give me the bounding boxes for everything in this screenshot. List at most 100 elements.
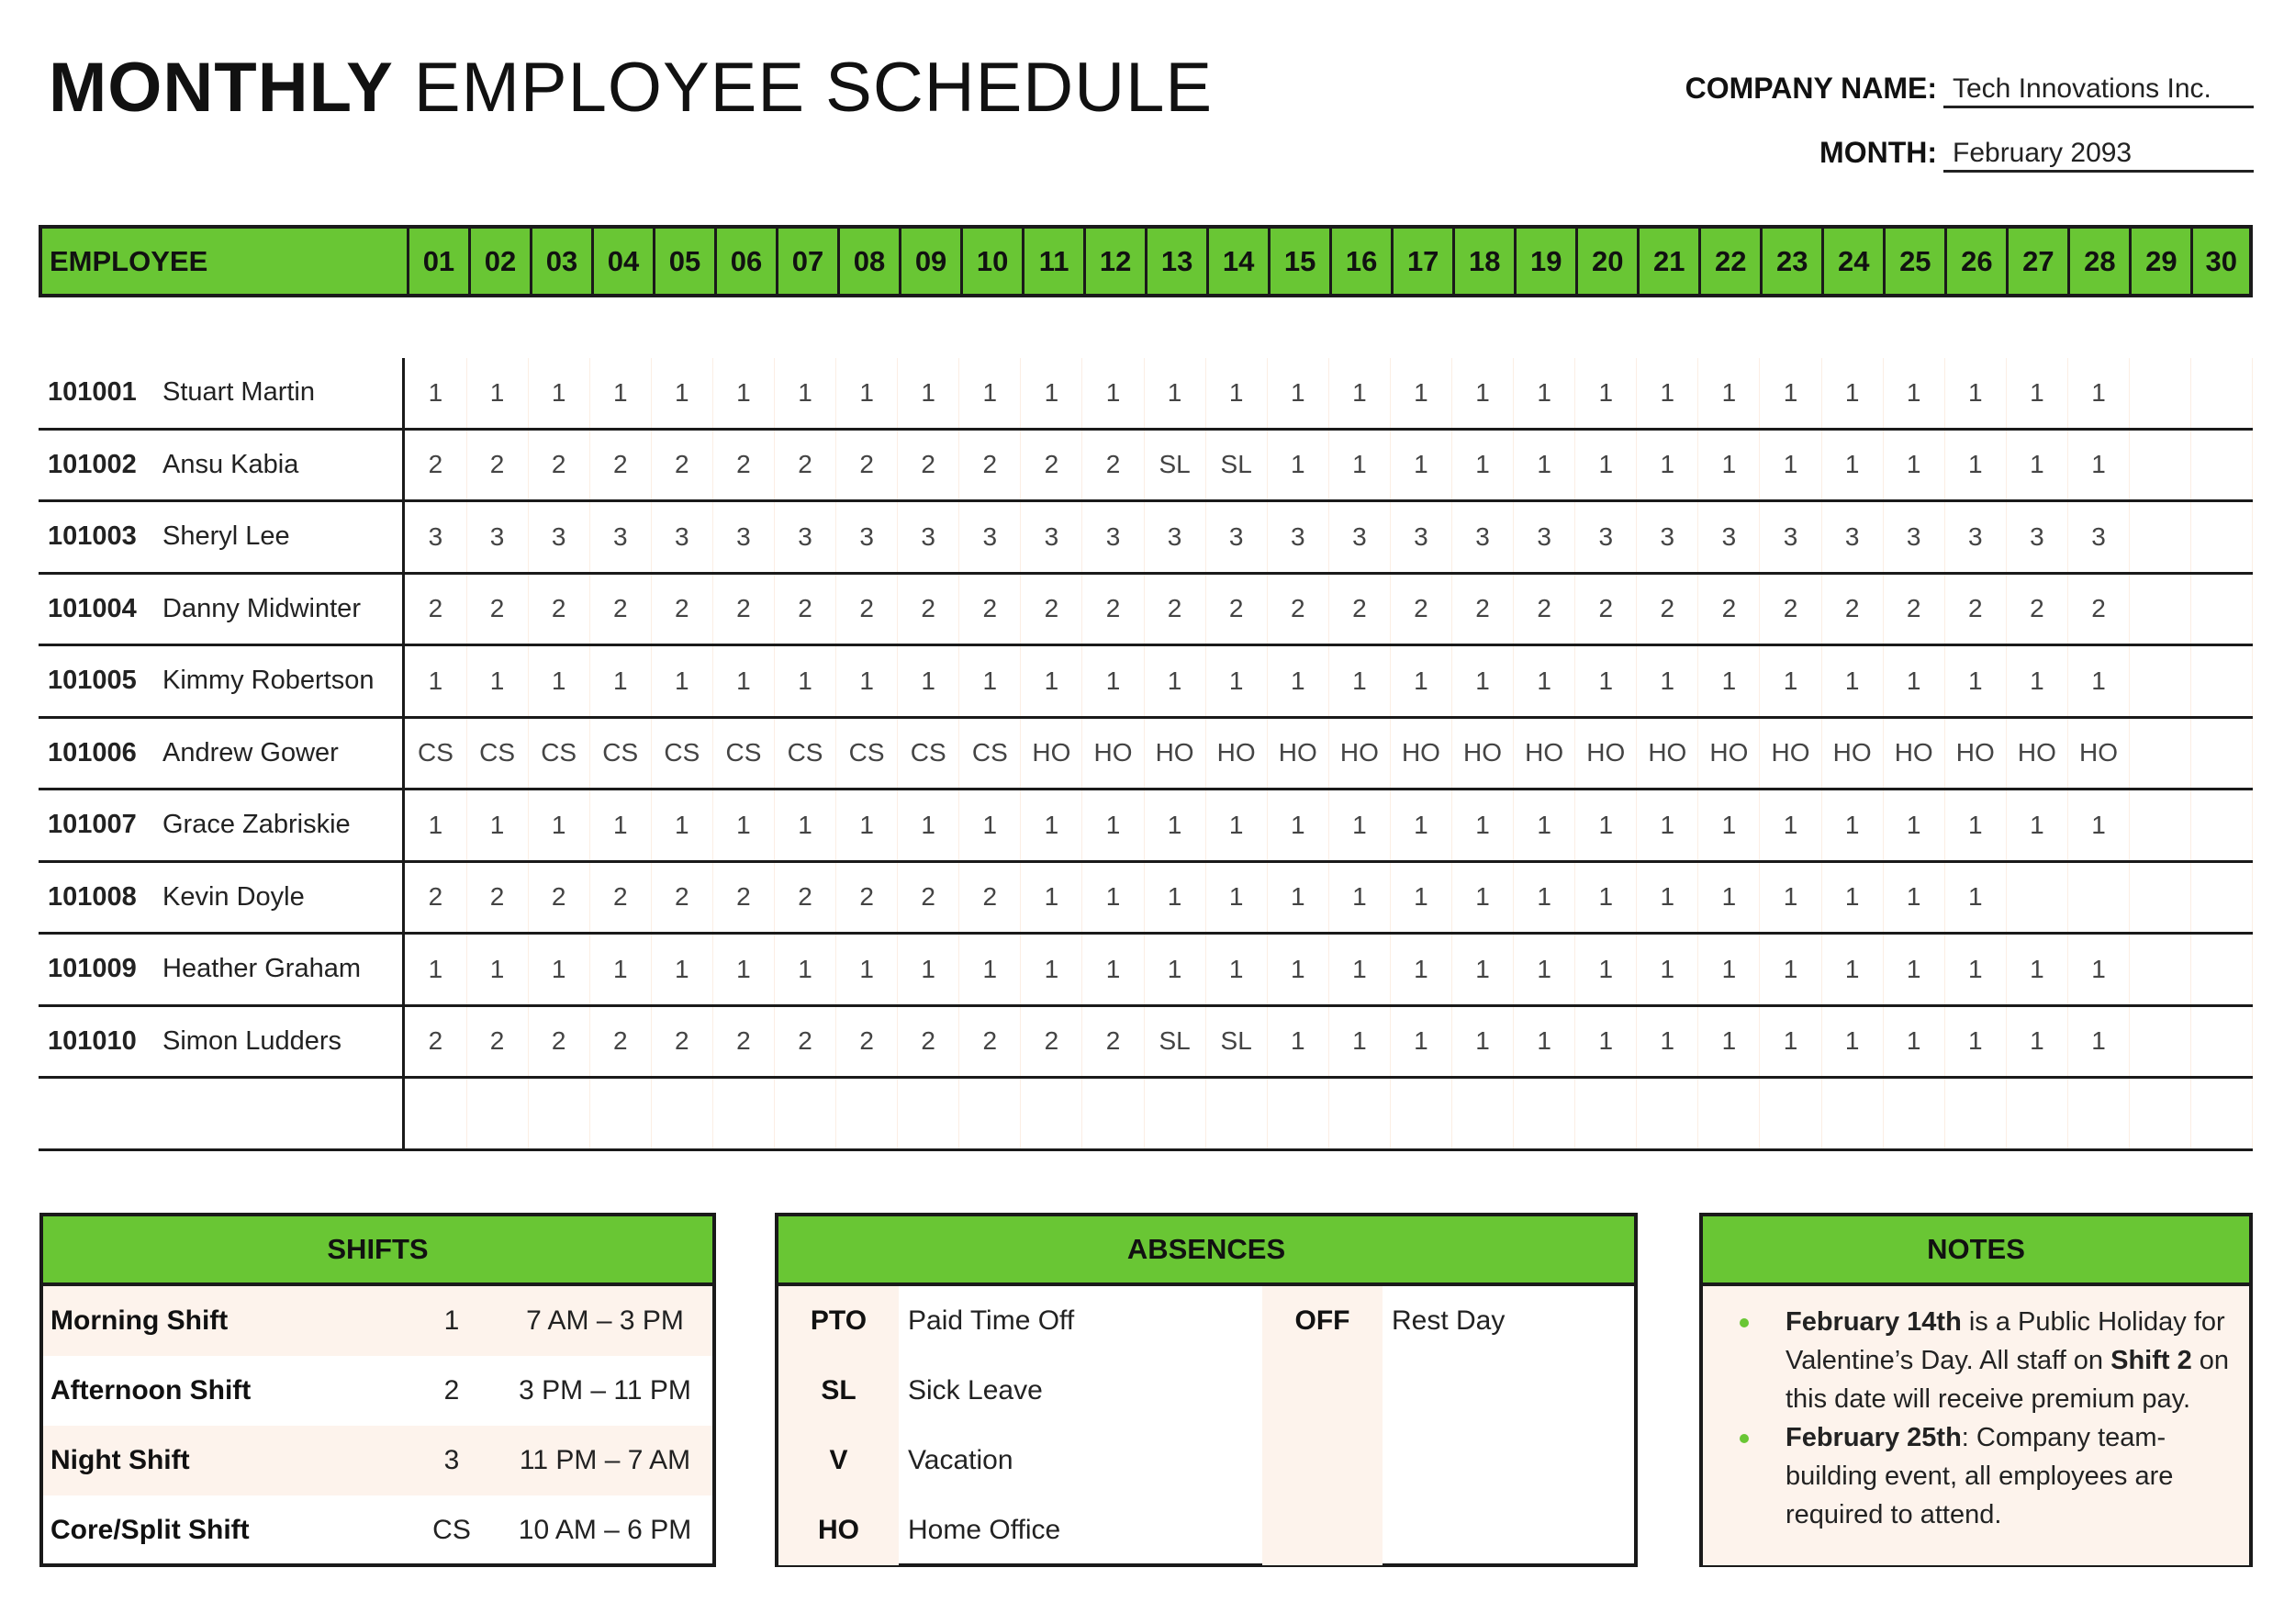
day-cell[interactable]: 1 bbox=[1945, 790, 2007, 860]
day-cell[interactable]: 3 bbox=[405, 502, 467, 572]
day-cell[interactable]: 1 bbox=[713, 358, 775, 428]
day-cell[interactable]: 1 bbox=[1698, 646, 1761, 716]
day-cell[interactable]: 3 bbox=[1082, 502, 1145, 572]
day-cell[interactable]: 3 bbox=[2068, 502, 2131, 572]
day-cell[interactable]: 2 bbox=[590, 574, 652, 644]
day-cell[interactable]: 1 bbox=[467, 358, 529, 428]
day-cell[interactable] bbox=[1391, 1079, 1452, 1148]
day-cell[interactable]: 2 bbox=[1021, 1006, 1083, 1076]
day-cell[interactable]: 2 bbox=[590, 1006, 652, 1076]
day-cell[interactable] bbox=[1514, 1079, 1576, 1148]
day-cell[interactable] bbox=[2191, 646, 2254, 716]
day-cell[interactable]: 1 bbox=[1822, 358, 1884, 428]
day-cell[interactable]: 1 bbox=[1884, 790, 1945, 860]
day-cell[interactable]: 1 bbox=[1637, 1006, 1699, 1076]
day-cell[interactable]: 1 bbox=[652, 358, 713, 428]
day-cell[interactable]: 1 bbox=[1329, 430, 1391, 499]
day-cell[interactable]: 1 bbox=[959, 646, 1022, 716]
day-cell[interactable]: 1 bbox=[2068, 358, 2131, 428]
day-cell[interactable] bbox=[2068, 862, 2131, 932]
day-cell[interactable]: 1 bbox=[1637, 862, 1699, 932]
day-cell[interactable]: 1 bbox=[2007, 646, 2068, 716]
day-cell[interactable] bbox=[959, 1079, 1022, 1148]
day-cell[interactable]: 1 bbox=[713, 646, 775, 716]
day-cell[interactable]: 2 bbox=[959, 1006, 1022, 1076]
day-cell[interactable] bbox=[2191, 1006, 2254, 1076]
day-cell[interactable]: 1 bbox=[959, 935, 1022, 1004]
day-cell[interactable]: 1 bbox=[529, 358, 590, 428]
day-cell[interactable]: HO bbox=[1760, 718, 1822, 788]
day-cell[interactable] bbox=[2130, 935, 2192, 1004]
day-cell[interactable] bbox=[590, 1079, 652, 1148]
day-cell[interactable]: HO bbox=[1452, 718, 1515, 788]
day-cell[interactable]: 1 bbox=[1575, 790, 1638, 860]
day-cell[interactable]: 2 bbox=[775, 1006, 837, 1076]
day-cell[interactable]: 3 bbox=[1637, 502, 1699, 572]
day-cell[interactable]: CS bbox=[836, 718, 899, 788]
day-cell[interactable]: 3 bbox=[652, 502, 713, 572]
day-cell[interactable]: 1 bbox=[2007, 430, 2068, 499]
day-cell[interactable]: 2 bbox=[1329, 574, 1391, 644]
day-cell[interactable]: 1 bbox=[1452, 1006, 1515, 1076]
day-cell[interactable]: 2 bbox=[1082, 430, 1145, 499]
day-cell[interactable]: 1 bbox=[1760, 646, 1822, 716]
day-cell[interactable]: HO bbox=[1268, 718, 1329, 788]
day-cell[interactable]: 1 bbox=[1021, 358, 1083, 428]
day-cell[interactable]: 1 bbox=[1698, 1006, 1761, 1076]
day-cell[interactable]: 2 bbox=[652, 430, 713, 499]
day-cell[interactable] bbox=[2191, 502, 2254, 572]
day-cell[interactable]: 1 bbox=[1575, 1006, 1638, 1076]
day-cell[interactable] bbox=[1206, 1079, 1268, 1148]
day-cell[interactable] bbox=[1452, 1079, 1515, 1148]
day-cell[interactable]: 1 bbox=[1575, 646, 1638, 716]
day-cell[interactable]: 1 bbox=[959, 358, 1022, 428]
day-cell[interactable]: 2 bbox=[1637, 574, 1699, 644]
day-cell[interactable]: 2 bbox=[1206, 574, 1268, 644]
day-cell[interactable]: 1 bbox=[1822, 862, 1884, 932]
day-cell[interactable]: 3 bbox=[590, 502, 652, 572]
day-cell[interactable] bbox=[1268, 1079, 1329, 1148]
day-cell[interactable]: 1 bbox=[1884, 1006, 1945, 1076]
day-cell[interactable]: 3 bbox=[1514, 502, 1576, 572]
day-cell[interactable]: SL bbox=[1206, 1006, 1268, 1076]
day-cell[interactable]: 1 bbox=[2068, 790, 2131, 860]
day-cell[interactable]: 1 bbox=[1206, 790, 1268, 860]
day-cell[interactable]: 1 bbox=[590, 646, 652, 716]
day-cell[interactable]: 2 bbox=[1145, 574, 1206, 644]
day-cell[interactable] bbox=[1760, 1079, 1822, 1148]
day-cell[interactable]: 1 bbox=[1391, 862, 1452, 932]
day-cell[interactable] bbox=[2130, 1006, 2192, 1076]
day-cell[interactable]: 1 bbox=[1082, 790, 1145, 860]
day-cell[interactable]: 2 bbox=[529, 574, 590, 644]
day-cell[interactable]: 1 bbox=[775, 358, 837, 428]
day-cell[interactable]: 1 bbox=[1206, 935, 1268, 1004]
day-cell[interactable]: 1 bbox=[2007, 358, 2068, 428]
day-cell[interactable]: 1 bbox=[1760, 358, 1822, 428]
day-cell[interactable] bbox=[1637, 1079, 1699, 1148]
day-cell[interactable]: 2 bbox=[1575, 574, 1638, 644]
day-cell[interactable]: 2 bbox=[467, 862, 529, 932]
day-cell[interactable] bbox=[2007, 862, 2068, 932]
day-cell[interactable] bbox=[652, 1079, 713, 1148]
day-cell[interactable]: 1 bbox=[775, 935, 837, 1004]
day-cell[interactable]: 2 bbox=[1021, 430, 1083, 499]
day-cell[interactable]: 1 bbox=[1514, 790, 1576, 860]
day-cell[interactable] bbox=[1884, 1079, 1945, 1148]
day-cell[interactable]: HO bbox=[1391, 718, 1452, 788]
day-cell[interactable]: CS bbox=[898, 718, 960, 788]
day-cell[interactable]: 2 bbox=[836, 1006, 899, 1076]
day-cell[interactable]: 2 bbox=[1021, 574, 1083, 644]
day-cell[interactable]: 1 bbox=[1452, 790, 1515, 860]
day-cell[interactable]: 1 bbox=[1021, 790, 1083, 860]
day-cell[interactable]: 1 bbox=[1268, 646, 1329, 716]
day-cell[interactable] bbox=[2130, 1079, 2192, 1148]
day-cell[interactable]: 2 bbox=[529, 1006, 590, 1076]
day-cell[interactable]: 1 bbox=[1021, 646, 1083, 716]
day-cell[interactable]: 3 bbox=[898, 502, 960, 572]
day-cell[interactable]: 1 bbox=[1822, 935, 1884, 1004]
day-cell[interactable]: 3 bbox=[713, 502, 775, 572]
day-cell[interactable]: 1 bbox=[405, 646, 467, 716]
day-cell[interactable]: SL bbox=[1145, 1006, 1206, 1076]
day-cell[interactable]: CS bbox=[467, 718, 529, 788]
day-cell[interactable]: 2 bbox=[1698, 574, 1761, 644]
